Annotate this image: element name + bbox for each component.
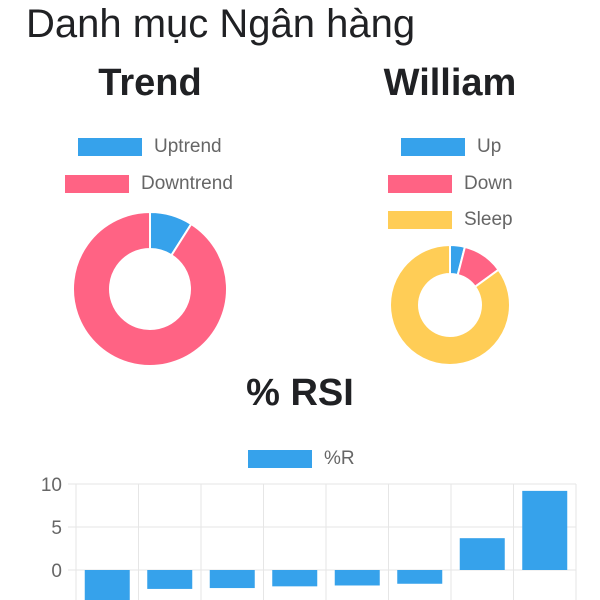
rsi-bar[interactable] [334,570,380,586]
rsi-bar[interactable] [459,538,505,570]
rsi-legend-item[interactable]: %R [248,448,355,470]
trend-legend-label-downtrend: Downtrend [141,173,233,194]
william-legend-swatch-sleep [388,211,452,229]
william-chart-title: William [383,62,517,104]
william-legend-label-down: Down [464,173,513,194]
william-legend-label-up: Up [477,136,502,157]
william-legend-label-sleep: Sleep [464,209,513,230]
y-tick-label: 10 [41,475,62,496]
rsi-bar[interactable] [147,570,193,589]
rsi-legend-swatch [248,450,312,468]
y-tick-label: 0 [51,561,62,582]
rsi-bar[interactable] [272,570,318,587]
rsi-chart-title: % RSI [246,372,354,414]
william-legend-swatch-down [388,175,452,193]
william-legend-item-down[interactable]: Down [388,173,513,195]
trend-legend-label-uptrend: Uptrend [154,136,222,157]
trend-legend-swatch-downtrend [65,175,129,193]
trend-legend-swatch-uptrend [78,138,142,156]
trend-chart-title: Trend [98,62,202,104]
rsi-bar[interactable] [209,570,255,589]
trend-legend-item-uptrend[interactable]: Uptrend [78,136,222,158]
william-legend-item-sleep[interactable]: Sleep [388,209,513,231]
trend-legend-item-downtrend[interactable]: Downtrend [65,173,233,195]
page-title: Danh mục Ngân hàng [26,2,416,46]
william-slice-down[interactable] [456,245,500,289]
rsi-legend-label: %R [324,448,355,469]
y-tick-label: 5 [51,518,62,539]
rsi-bar[interactable] [397,570,443,584]
rsi-bar[interactable] [522,490,568,570]
trend-slice-uptrend[interactable] [149,210,193,257]
trend-slice-downtrend[interactable] [72,210,228,367]
william-slice-sleep[interactable] [389,243,511,366]
william-legend-item-up[interactable]: Up [401,136,501,158]
william-slice-up[interactable] [449,243,467,277]
william-legend-swatch-up [401,138,465,156]
rsi-bar[interactable] [84,570,130,600]
